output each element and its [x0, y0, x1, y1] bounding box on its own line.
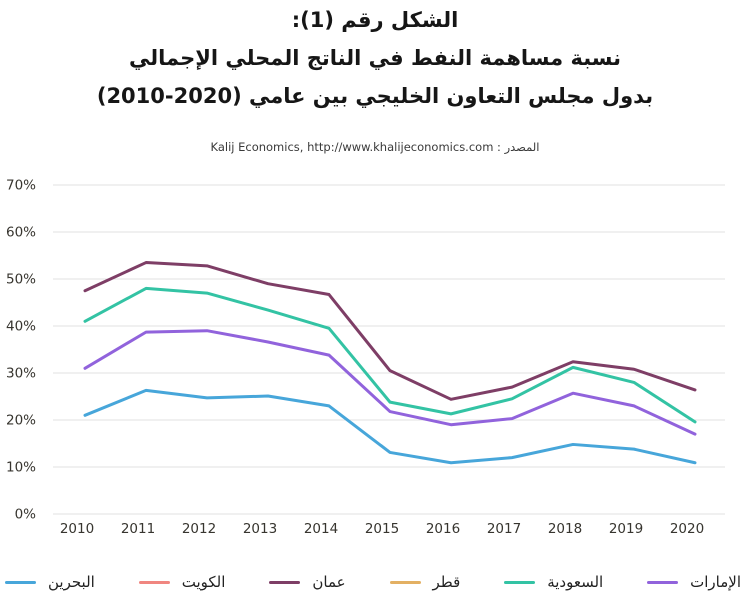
figure-title-line-3: بدول مجلس التعاون الخليجي بين عامي (2020…	[96, 84, 654, 108]
y-tick-label-30: 30%	[6, 366, 36, 382]
y-tick-label-40: 40%	[6, 319, 36, 335]
y-tick-label-60: 60%	[6, 225, 36, 241]
x-tick-label-2010: 2010	[60, 521, 94, 537]
chart-legend: البحرين الكويت عمان قطر السعودية الإمارات	[0, 569, 750, 595]
figure-title-line-2: نسبة مساهمة النفط في الناتج المحلي الإجم…	[128, 46, 622, 70]
legend-label-uae: الإمارات	[690, 573, 741, 591]
legend-swatch-uae	[647, 580, 679, 584]
x-tick-label-2012: 2012	[182, 521, 216, 537]
source-attribution: Kalij Economics, http://www.khalijeconom…	[210, 140, 540, 154]
series-line-saudi-arabia	[83, 286, 697, 424]
legend-swatch-oman	[269, 580, 301, 584]
legend-swatch-bahrain	[5, 580, 36, 584]
legend-label-oman: عمان	[312, 573, 346, 591]
y-tick-label-0: 0%	[15, 507, 37, 523]
x-tick-label-2018: 2018	[548, 521, 582, 537]
x-tick-label-2016: 2016	[426, 521, 460, 537]
x-tick-label-2013: 2013	[243, 521, 277, 537]
x-tick-label-2019: 2019	[609, 521, 643, 537]
x-tick-label-2015: 2015	[365, 521, 399, 537]
legend-swatch-qatar	[389, 580, 421, 584]
legend-item-saudi-arabia: السعودية	[504, 569, 603, 595]
series-line-oman	[83, 261, 697, 401]
figure-title-line-1: الشكل رقم (1):	[291, 8, 459, 32]
legend-label-saudi-arabia: السعودية	[547, 573, 604, 591]
y-tick-label-70: 70%	[6, 178, 36, 194]
series-line-uae	[83, 329, 697, 436]
series-line-bahrain	[83, 388, 697, 465]
legend-swatch-saudi-arabia	[504, 580, 536, 584]
legend-item-kuwait: الكويت	[138, 569, 226, 595]
legend-item-uae: الإمارات	[647, 569, 741, 595]
y-tick-label-20: 20%	[6, 413, 36, 429]
legend-label-kuwait: الكويت	[181, 573, 226, 591]
x-tick-label-2011: 2011	[121, 521, 155, 537]
legend-item-qatar: قطر	[389, 569, 461, 595]
x-tick-label-2014: 2014	[304, 521, 338, 537]
line-chart-area: 0% 10% 20% 30% 40% 50% 60% 70% 2010 2011 2012 2013 2…	[0, 170, 750, 555]
line-chart: 0% 10% 20% 30% 40% 50% 60% 70% 2010 2011 2012 2013 2…	[6, 178, 725, 537]
legend-label-bahrain: البحرين	[48, 573, 95, 591]
y-tick-label-10: 10%	[6, 460, 36, 476]
figure-title: الشكل رقم (1): نسبة مساهمة النفط في النا…	[0, 1, 750, 115]
legend-item-oman: عمان	[269, 569, 346, 595]
x-tick-label-2017: 2017	[487, 521, 521, 537]
legend-item-bahrain: البحرين	[5, 569, 95, 595]
y-tick-label-50: 50%	[6, 272, 36, 288]
legend-swatch-kuwait	[138, 580, 170, 584]
x-tick-label-2020: 2020	[670, 521, 704, 537]
legend-label-qatar: قطر	[432, 573, 461, 591]
